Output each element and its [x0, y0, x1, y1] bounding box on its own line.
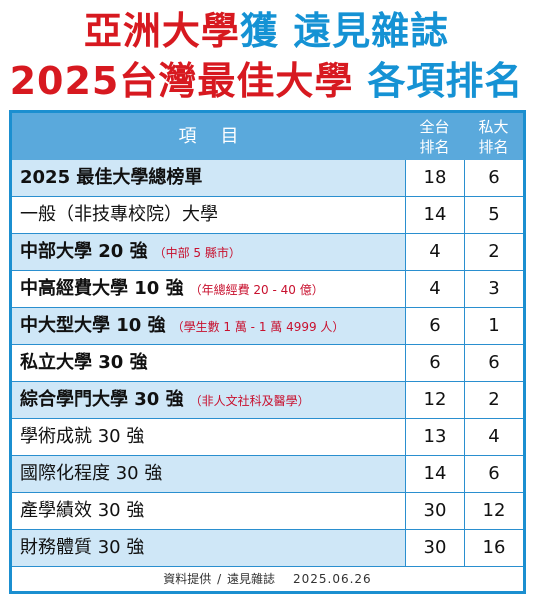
private-rank-cell: 2: [464, 382, 523, 418]
table-row: 中部大學 20 強 （中部 5 縣市） 4 2: [12, 234, 523, 271]
national-rank-cell: 6: [405, 345, 464, 381]
ranking-table: 項目 全台 排名 私大 排名 2025 最佳大學總榜單 18 6 一般（非技專校…: [9, 110, 526, 594]
row-category: 中部大學 20 強 （中部 5 縣市）: [20, 234, 241, 270]
header-private-rank-line1: 私大: [478, 117, 509, 136]
row-category: 2025 最佳大學總榜單: [20, 160, 202, 196]
row-category: 中高經費大學 10 強 （年總經費 20 - 40 億）: [20, 271, 324, 307]
title-rankings: 各項排名: [367, 59, 524, 103]
table-row: 國際化程度 30 強 14 6: [12, 456, 523, 493]
table-row: 綜合學門大學 30 強 （非人文社科及醫學） 12 2: [12, 382, 523, 419]
row-category: 綜合學門大學 30 強 （非人文社科及醫學）: [20, 382, 310, 418]
national-rank-cell: 4: [405, 271, 464, 307]
title-asia-university: 亞洲大學: [83, 9, 240, 53]
header-private-rank-line2: 排名: [478, 137, 509, 156]
private-rank-cell: 2: [464, 234, 523, 270]
table-row: 私立大學 30 強 6 6: [12, 345, 523, 382]
row-category-name: 綜合學門大學 30 強: [20, 389, 184, 410]
private-rank-cell: 4: [464, 419, 523, 455]
row-category-name: 中部大學 20 強: [20, 241, 148, 262]
row-category-name: 產學績效 30 強: [20, 500, 145, 521]
national-rank-cell: 4: [405, 234, 464, 270]
table-row: 中高經費大學 10 強 （年總經費 20 - 40 億） 4 3: [12, 271, 523, 308]
title-best-university-2025: 2025台灣最佳大學: [9, 59, 354, 103]
private-rank-cell: 6: [464, 345, 523, 381]
national-rank-cell: 14: [405, 197, 464, 233]
national-rank-cell: 30: [405, 530, 464, 566]
row-category-note: （中部 5 縣市）: [153, 246, 241, 260]
row-category: 學術成就 30 強: [20, 419, 144, 455]
title-line-2: 2025台灣最佳大學 各項排名: [0, 56, 533, 106]
row-category-name: 2025 最佳大學總榜單: [20, 167, 203, 188]
national-rank-cell: 30: [405, 493, 464, 529]
row-category-name: 中大型大學 10 強: [20, 315, 166, 336]
table-footer: 資料提供 / 遠見雜誌 2025.06.26: [12, 567, 523, 591]
table-body: 2025 最佳大學總榜單 18 6 一般（非技專校院）大學 14 5 中部大學 …: [12, 160, 523, 567]
private-rank-cell: 5: [464, 197, 523, 233]
header-national-rank-line2: 排名: [419, 137, 450, 156]
publish-date: 2025.06.26: [292, 572, 372, 586]
row-category-note: （學生數 1 萬 - 1 萬 4999 人）: [171, 320, 345, 334]
private-rank-cell: 6: [464, 160, 523, 196]
row-category-name: 學術成就 30 強: [20, 426, 145, 447]
table-header: 項目 全台 排名 私大 排名: [12, 113, 523, 160]
row-category-name: 私立大學 30 強: [20, 352, 148, 373]
table-row: 2025 最佳大學總榜單 18 6: [12, 160, 523, 197]
row-category-note: （非人文社科及醫學）: [189, 394, 310, 408]
source-credit: 資料提供 / 遠見雜誌: [163, 572, 275, 586]
row-category: 財務體質 30 強: [20, 530, 144, 566]
table-row: 一般（非技專校院）大學 14 5: [12, 197, 523, 234]
header-national-rank: 全台 排名: [405, 113, 464, 160]
header-national-rank-line1: 全台: [419, 117, 450, 136]
row-category: 中大型大學 10 強 （學生數 1 萬 - 1 萬 4999 人）: [20, 308, 344, 344]
private-rank-cell: 6: [464, 456, 523, 492]
private-rank-cell: 16: [464, 530, 523, 566]
private-rank-cell: 12: [464, 493, 523, 529]
table-row: 財務體質 30 強 30 16: [12, 530, 523, 567]
title-line-1: 亞洲大學獲 遠見雜誌: [0, 6, 533, 56]
table-row: 學術成就 30 強 13 4: [12, 419, 523, 456]
row-category-note: （年總經費 20 - 40 億）: [189, 283, 324, 297]
header-item-label: 項目: [178, 126, 263, 147]
table-row: 中大型大學 10 強 （學生數 1 萬 - 1 萬 4999 人） 6 1: [12, 308, 523, 345]
row-category: 產學績效 30 強: [20, 493, 144, 529]
row-category-name: 財務體質 30 強: [20, 537, 145, 558]
title-gvm-award: 獲 遠見雜誌: [239, 9, 450, 53]
national-rank-cell: 12: [405, 382, 464, 418]
private-rank-cell: 3: [464, 271, 523, 307]
row-category: 國際化程度 30 強: [20, 456, 162, 492]
header-private-rank: 私大 排名: [464, 113, 523, 160]
national-rank-cell: 18: [405, 160, 464, 196]
row-category: 一般（非技專校院）大學: [20, 197, 218, 233]
row-category-name: 一般（非技專校院）大學: [20, 204, 218, 225]
national-rank-cell: 14: [405, 456, 464, 492]
national-rank-cell: 13: [405, 419, 464, 455]
row-category: 私立大學 30 強: [20, 345, 148, 381]
national-rank-cell: 6: [405, 308, 464, 344]
row-category-name: 中高經費大學 10 強: [20, 278, 184, 299]
row-category-name: 國際化程度 30 強: [20, 463, 163, 484]
table-row: 產學績效 30 強 30 12: [12, 493, 523, 530]
private-rank-cell: 1: [464, 308, 523, 344]
